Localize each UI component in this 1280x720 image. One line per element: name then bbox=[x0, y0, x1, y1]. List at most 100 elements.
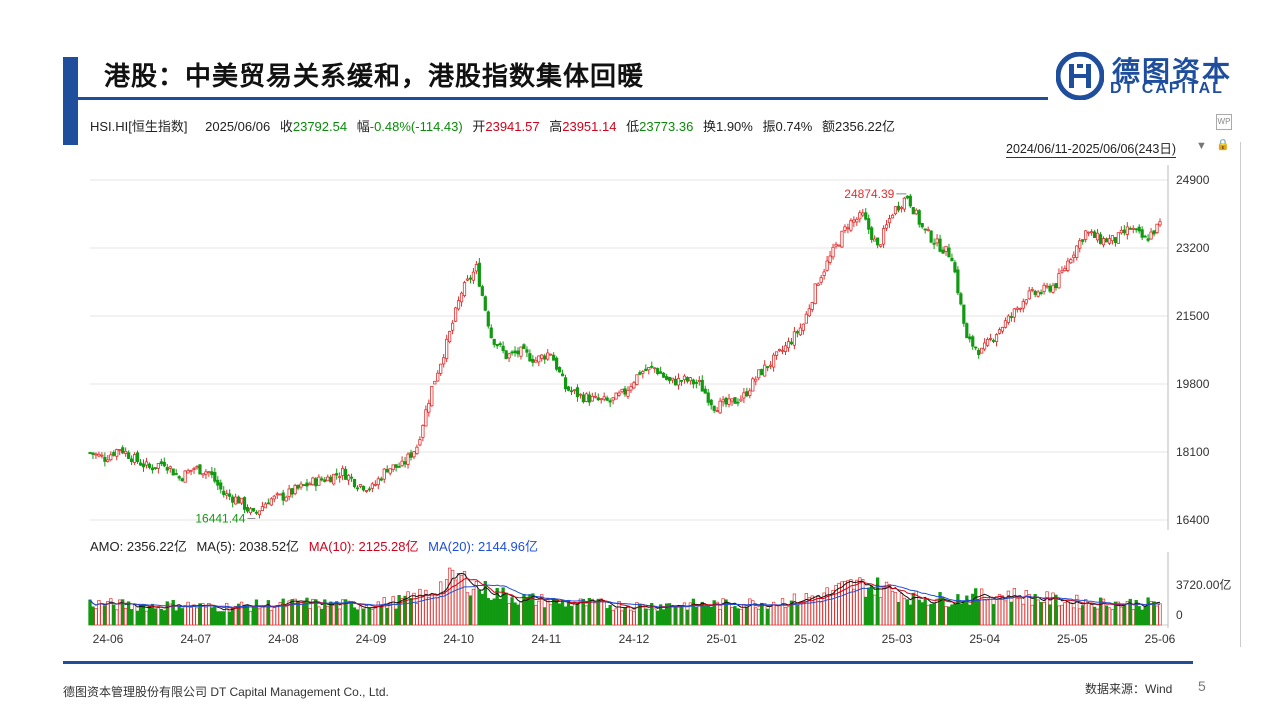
volume-bar bbox=[391, 596, 395, 626]
candle-body bbox=[1158, 221, 1162, 226]
candle-body bbox=[908, 195, 912, 207]
volume-bar bbox=[112, 604, 116, 626]
volume-bar bbox=[174, 610, 178, 626]
volume-bar bbox=[682, 602, 687, 626]
volume-bar bbox=[1045, 591, 1049, 626]
volume-bar bbox=[575, 603, 580, 626]
candle-body bbox=[171, 468, 175, 476]
candle-body bbox=[510, 351, 514, 354]
volume-bar bbox=[338, 608, 342, 626]
volume-bar bbox=[1137, 606, 1141, 626]
volume-bar bbox=[581, 598, 586, 626]
x-tick-label: 25-03 bbox=[882, 632, 913, 646]
candle-body bbox=[843, 226, 847, 231]
quote-change: -0.48%(-114.43) bbox=[369, 119, 463, 134]
candle-body bbox=[736, 401, 740, 404]
volume-bar bbox=[926, 604, 930, 626]
page-number: 5 bbox=[1198, 678, 1206, 694]
volume-bar bbox=[153, 608, 158, 626]
volume-bar bbox=[483, 581, 487, 626]
candle-body bbox=[543, 355, 547, 360]
volume-bar bbox=[162, 610, 166, 626]
volume-bar bbox=[349, 601, 354, 626]
low-annotation-label: 16441.44 bbox=[195, 511, 245, 525]
date-range-selector[interactable]: 2024/06/11-2025/06/06(243日) bbox=[1006, 138, 1177, 158]
candle-body bbox=[290, 488, 294, 495]
volume-bar bbox=[275, 605, 279, 626]
candle-body bbox=[222, 490, 226, 496]
volume-bar bbox=[198, 603, 202, 626]
volume-bar bbox=[397, 595, 401, 626]
volume-bar bbox=[763, 603, 767, 626]
volume-bar bbox=[560, 599, 565, 626]
candle-body bbox=[293, 485, 297, 495]
candle-body bbox=[665, 376, 669, 380]
candle-body bbox=[783, 345, 788, 352]
candle-body bbox=[599, 398, 603, 401]
volume-bar bbox=[786, 606, 791, 626]
volume-bar bbox=[1030, 604, 1034, 626]
candle-body bbox=[346, 475, 351, 481]
volume-bar bbox=[884, 581, 889, 626]
quote-date: 2025/06/06 bbox=[205, 119, 271, 134]
volume-bar bbox=[462, 571, 467, 626]
candle-body bbox=[403, 461, 407, 465]
candle-body bbox=[344, 468, 348, 480]
candle-body bbox=[124, 451, 128, 454]
candle-body bbox=[991, 340, 996, 342]
volume-bar bbox=[578, 598, 583, 626]
candle-body bbox=[1131, 227, 1135, 230]
volume-bar bbox=[965, 595, 969, 626]
page-title: 港股：中美贸易关系缓和，港股指数集体回暖 bbox=[104, 61, 645, 91]
dropdown-arrow-icon[interactable]: ▼ bbox=[1196, 140, 1207, 152]
volume-bar bbox=[329, 601, 333, 626]
candle-body bbox=[451, 322, 455, 331]
x-tick-label: 24-06 bbox=[93, 632, 124, 646]
volume-bar bbox=[947, 606, 951, 626]
volume-bar bbox=[225, 602, 229, 626]
volume-bar bbox=[813, 596, 817, 626]
volume-bar bbox=[504, 592, 508, 626]
volume-bar bbox=[667, 603, 672, 626]
candle-body bbox=[879, 244, 883, 247]
candle-body bbox=[308, 483, 312, 486]
candle-body bbox=[870, 227, 874, 240]
volume-bar bbox=[941, 597, 945, 626]
volume-bar bbox=[968, 604, 972, 626]
screenshot-icon[interactable]: WP bbox=[1216, 114, 1232, 130]
volume-bar bbox=[754, 607, 758, 626]
lock-icon[interactable]: 🔒 bbox=[1216, 139, 1230, 151]
candle-body bbox=[563, 377, 568, 390]
candle-body bbox=[757, 369, 761, 379]
volume-bar bbox=[367, 607, 372, 626]
volume-bar bbox=[415, 603, 419, 626]
candle-body bbox=[1075, 245, 1079, 258]
volume-bar bbox=[977, 599, 981, 626]
volume-bar bbox=[335, 601, 339, 626]
quote-turnover: 1.90% bbox=[715, 119, 753, 134]
candle-body bbox=[513, 350, 517, 354]
candle-body bbox=[329, 476, 333, 483]
volume-bar bbox=[614, 608, 618, 626]
candle-body bbox=[439, 363, 443, 374]
volume-bar bbox=[780, 598, 785, 626]
volume-bar bbox=[1128, 598, 1132, 626]
price-tick-label: 24900 bbox=[1176, 173, 1210, 187]
volume-bar bbox=[887, 584, 892, 626]
volume-ma5-line bbox=[89, 572, 1161, 611]
quote-low: 23773.36 bbox=[639, 119, 694, 134]
candle-body bbox=[1033, 290, 1037, 295]
volume-bar bbox=[468, 595, 473, 626]
candle-body bbox=[947, 247, 951, 258]
price-tick-label: 18100 bbox=[1176, 445, 1210, 459]
candle-body bbox=[632, 382, 636, 389]
volume-bar bbox=[557, 603, 562, 626]
candle-body bbox=[498, 343, 502, 346]
ma5-value: MA(5): 2038.52亿 bbox=[196, 539, 300, 554]
volume-bar bbox=[400, 598, 404, 626]
volume-bar bbox=[207, 602, 211, 626]
x-tick-label: 24-11 bbox=[531, 632, 561, 646]
volume-bar bbox=[519, 601, 523, 626]
candle-body bbox=[177, 476, 181, 479]
candle-body bbox=[1110, 235, 1115, 242]
